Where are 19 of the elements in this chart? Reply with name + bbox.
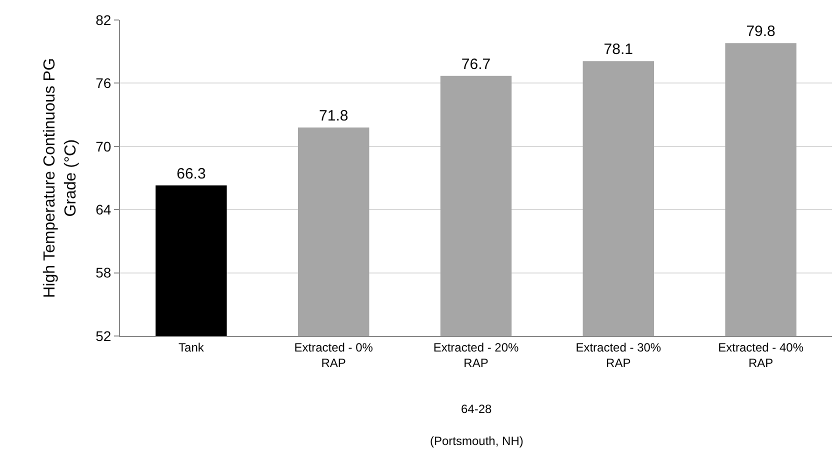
x-tick-label: Tank: [178, 340, 205, 354]
y-axis-title: High Temperature Continuous PG Grade (°C): [42, 58, 80, 298]
data-label: 76.7: [461, 56, 491, 73]
y-tick-label: 76: [96, 75, 112, 92]
y-tick-label: 58: [96, 264, 112, 281]
x-tick-label: Extracted - 30% RAP: [576, 340, 662, 370]
y-tick-label: 64: [96, 202, 112, 218]
x-tick-label: Extracted - 40% RAP: [718, 340, 804, 370]
data-label: 66.3: [176, 165, 206, 182]
text: (Portsmouth, NH): [430, 434, 524, 448]
y-tick-label: 82: [96, 12, 112, 28]
y-tick-label: 70: [96, 138, 112, 154]
text: 64-28: [461, 402, 492, 416]
x-tick-label: Extracted - 20% RAP: [433, 340, 520, 370]
y-tick-label: 52: [96, 328, 112, 344]
data-label: 79.8: [746, 23, 776, 40]
data-label: 78.1: [604, 41, 633, 58]
x-tick-label: Extracted - 0% RAP: [294, 340, 374, 370]
data-label: 71.8: [319, 107, 348, 124]
